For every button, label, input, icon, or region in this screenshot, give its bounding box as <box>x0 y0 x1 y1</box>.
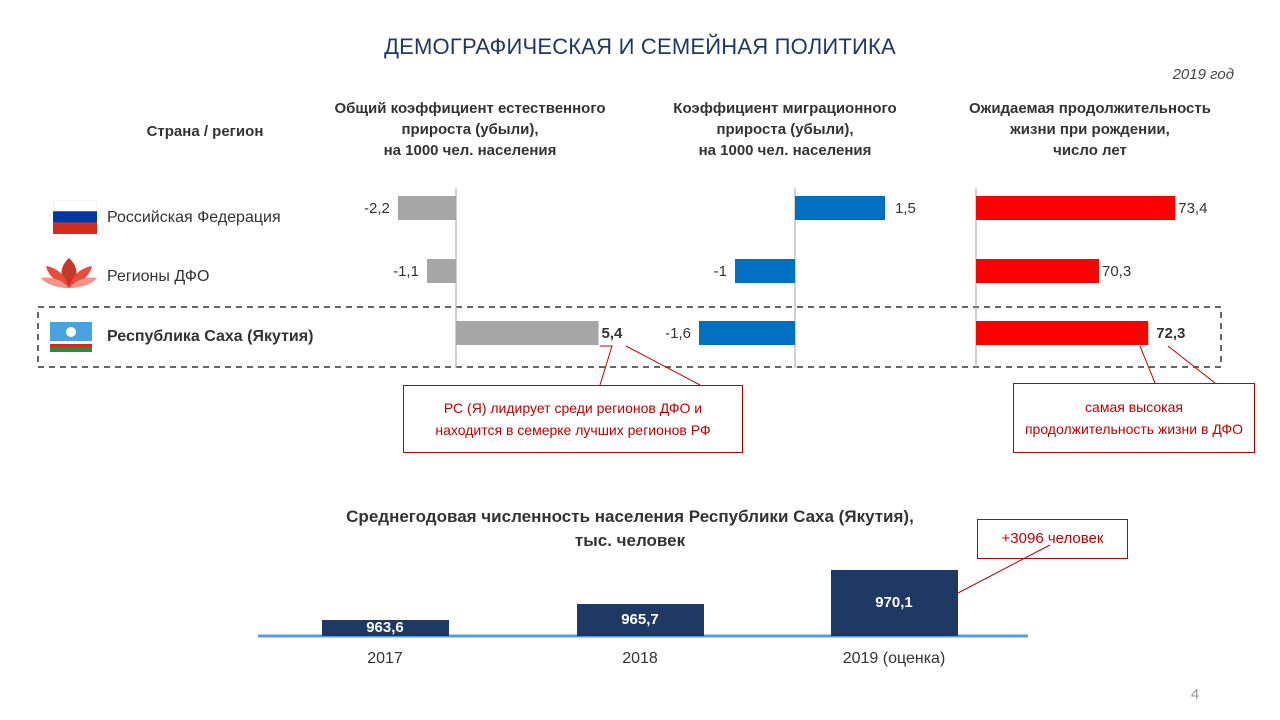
population-callout-connector <box>957 544 1051 594</box>
page-title: ДЕМОГРАФИЧЕСКАЯ И СЕМЕЙНАЯ ПОЛИТИКА <box>384 34 896 59</box>
natural-growth-callout: РС (Я) лидирует среди регионов ДФО и нах… <box>403 385 743 453</box>
population-chart-title: Среднегодовая численность населения Респ… <box>346 507 914 550</box>
life-expectancy-bar <box>976 196 1176 220</box>
life-expectancy-label: 72,3 <box>1156 325 1185 342</box>
migration-bar <box>795 196 885 220</box>
migration-label: -1 <box>714 263 727 280</box>
dfo-logo-icon <box>41 258 97 288</box>
life-expectancy-label: 73,4 <box>1178 200 1207 217</box>
natural-growth-label: 5,4 <box>602 325 624 342</box>
natural-growth-label: -1,1 <box>393 263 419 280</box>
life-expectancy-header: Ожидаемая продолжительность жизни при ро… <box>969 100 1211 159</box>
life-callout-connector <box>1167 345 1216 384</box>
russia-flag-icon <box>53 200 97 234</box>
population-year-label: 2017 <box>367 650 403 667</box>
natural-callout-connector <box>625 345 701 386</box>
region-label-russia: Российская Федерация <box>107 209 281 226</box>
natural-growth-label: -2,2 <box>364 200 390 217</box>
population-bar: 970,1 <box>830 569 958 636</box>
page-number: 4 <box>1190 686 1200 703</box>
natural-growth-header: Общий коэффициент естественного прироста… <box>334 100 606 159</box>
population-bar: 963,6 <box>321 618 449 636</box>
life-callout-connector <box>1139 345 1156 384</box>
life-expectancy-callout: самая высокая продолжительность жизни в … <box>1013 383 1255 453</box>
population-bar: 965,7 <box>576 603 704 636</box>
migration-label: -1,6 <box>665 325 691 342</box>
migration-bar <box>735 259 795 283</box>
migration-label: 1,5 <box>895 200 916 217</box>
region-label-dfo: Регионы ДФО <box>107 268 210 285</box>
region-label-yakutia: Республика Саха (Якутия) <box>107 328 314 345</box>
migration-growth-header: Коэффициент миграционного прироста (убыл… <box>673 100 897 159</box>
population-growth-callout: +3096 человек <box>977 519 1128 559</box>
yakutia-flag-icon <box>50 322 92 352</box>
natural-growth-bar <box>397 196 456 220</box>
life-expectancy-bar <box>976 321 1149 345</box>
population-year-label: 2019 (оценка) <box>842 650 946 667</box>
natural-callout-connector <box>599 345 613 386</box>
year-note: 2019 год <box>1172 66 1234 83</box>
life-expectancy-label: 70,3 <box>1102 263 1131 280</box>
population-value-label: 965,7 <box>621 610 659 628</box>
population-value-label: 970,1 <box>875 593 913 611</box>
region-column-header: Страна / регион <box>146 123 264 140</box>
natural-growth-bar <box>456 321 599 345</box>
natural-growth-bar <box>426 259 456 283</box>
migration-bar <box>699 321 795 345</box>
population-value-label: 963,6 <box>366 618 404 636</box>
population-year-label: 2018 <box>622 650 658 667</box>
life-expectancy-bar <box>976 259 1099 283</box>
